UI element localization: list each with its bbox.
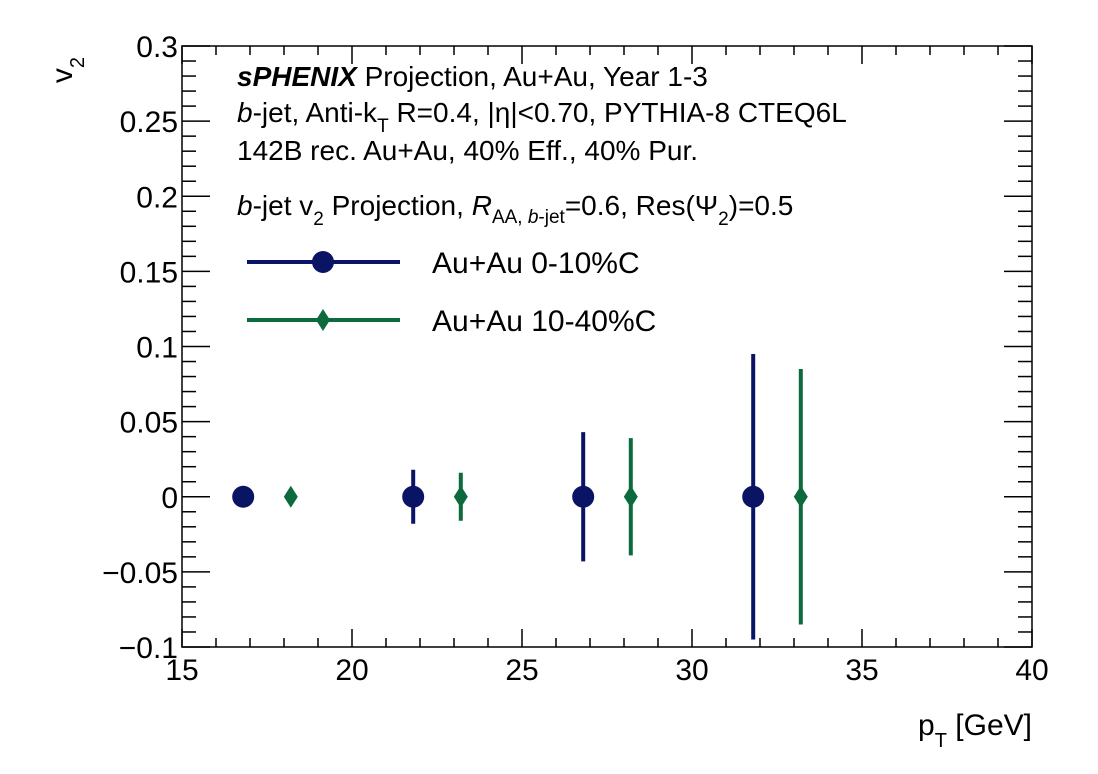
- data-point-series-1: [232, 485, 255, 508]
- data-point-series-2: [623, 485, 638, 508]
- tick-labels: 15 20 25 30 35 40 −0.1 −0.05 0 0.05 0.1 0.15 0.2 0.25…: [102, 31, 1049, 687]
- ann2-a: -jet, Anti-k: [253, 97, 378, 128]
- ann4-sub3: b: [528, 207, 539, 228]
- x-tick-label: 30: [675, 654, 708, 687]
- data-layer: [232, 354, 808, 640]
- y-axis-title-sub: 2: [67, 57, 89, 68]
- annotation-line1-rest: Projection, Au+Au, Year 1-3: [357, 61, 708, 92]
- ann4-a: -jet v: [253, 190, 314, 221]
- x-axis-title-p: p: [918, 709, 935, 742]
- y-tick-label: 0.25: [120, 106, 178, 139]
- axis-ticks: [181, 45, 1033, 648]
- ann4-r: R: [472, 190, 492, 221]
- data-point-series-1: [742, 485, 765, 508]
- legend-marker-diamond: [316, 309, 330, 331]
- y-tick-label: 0.15: [120, 256, 178, 289]
- ann4-sub1: 2: [313, 209, 324, 230]
- ann4-c: Projection,: [324, 190, 472, 221]
- x-tick-label: 15: [165, 654, 198, 687]
- y-tick-label: −0.05: [102, 557, 178, 590]
- annotation-line1: sPHENIX Projection, Au+Au, Year 1-3: [237, 61, 708, 92]
- annotation-line3: 142B rec. Au+Au, 40% Eff., 40% Pur.: [237, 135, 698, 166]
- y-tick-label: 0: [161, 482, 178, 515]
- annotation-experiment: sPHENIX: [237, 61, 359, 92]
- legend: Au+Au 0-10%C Au+Au 10-40%C: [247, 247, 656, 338]
- x-axis-title-sub: T: [935, 730, 947, 752]
- y-tick-label: 0.05: [120, 407, 178, 440]
- y-axis-title-main: v: [46, 68, 79, 83]
- ann4-sub5: 2: [718, 209, 729, 230]
- ann4-e: )=0.5: [729, 190, 794, 221]
- ann4-d: =0.6, Res(Ψ: [565, 190, 718, 221]
- ann2-b: b: [237, 97, 253, 128]
- ann4-sub2: AA,: [492, 207, 528, 228]
- data-point-series-2: [283, 485, 298, 508]
- legend-marker-circle: [312, 251, 334, 273]
- y-tick-label: −0.1: [119, 632, 178, 665]
- x-tick-label: 35: [845, 654, 878, 687]
- ann2-c: R=0.4, |η|<0.70, PYTHIA-8 CTEQ6L: [389, 97, 847, 128]
- x-tick-label: 25: [505, 654, 538, 687]
- data-point-series-1: [572, 485, 595, 508]
- annotation-line2: b-jet, Anti-kT R=0.4, |η|<0.70, PYTHIA-8…: [237, 97, 847, 137]
- ann4-b: b: [237, 190, 253, 221]
- annotation-line4: b-jet v2 Projection, RAA, b-jet=0.6, Res…: [237, 190, 793, 230]
- x-tick-label: 40: [1015, 654, 1048, 687]
- y-tick-label: 0.2: [136, 181, 178, 214]
- data-point-series-2: [453, 485, 468, 508]
- legend-label-0-10: Au+Au 0-10%C: [432, 247, 640, 280]
- legend-label-10-40: Au+Au 10-40%C: [432, 305, 656, 338]
- x-tick-label: 20: [335, 654, 368, 687]
- ann2-sub: T: [377, 116, 389, 137]
- data-point-series-2: [793, 485, 808, 508]
- ann4-sub4: -jet: [538, 207, 565, 228]
- x-axis-title-unit: [GeV]: [947, 709, 1032, 742]
- data-point-series-1: [402, 485, 425, 508]
- x-axis-title: pT [GeV]: [918, 709, 1032, 752]
- y-axis-title: v2: [46, 57, 89, 83]
- y-tick-label: 0.1: [136, 332, 178, 365]
- y-tick-label: 0.3: [136, 31, 178, 64]
